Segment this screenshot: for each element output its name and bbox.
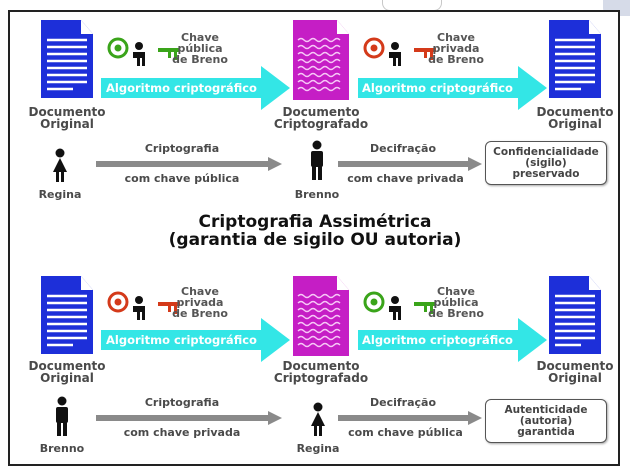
encrypted-document-icon xyxy=(293,20,349,100)
public-key-label: Chave pública de Breno xyxy=(428,285,484,320)
result-text: Confidencialidade (sigilo) preservado xyxy=(493,145,599,180)
encryption-arrow xyxy=(96,157,282,171)
diagram-title: Criptografia Assimétrica xyxy=(198,212,432,232)
encryption-arrow-bottom-label: com chave privada xyxy=(123,426,241,439)
decryption-arrow-bottom-label: com chave privada xyxy=(347,172,464,185)
result-box: Confidencialidade (sigilo) preservado xyxy=(485,141,607,185)
original-document-icon xyxy=(41,276,93,354)
decrypted-document-label: Documento Original xyxy=(536,359,614,385)
receiver-name: Regina xyxy=(296,442,340,455)
algorithm-label: Algoritmo criptográfico xyxy=(106,333,257,347)
public-key-icon xyxy=(363,291,436,320)
original-document-label: Documento Original xyxy=(28,105,106,131)
decrypted-document-label: Documento Original xyxy=(536,105,614,131)
private-key-icon xyxy=(363,37,436,66)
algorithm-label: Algoritmo criptográfico xyxy=(362,333,513,347)
encryption-arrow-top-label: Criptografia xyxy=(144,396,220,409)
sender-name: Regina xyxy=(38,188,82,201)
public-key-icon xyxy=(107,37,180,66)
decrypted-document-icon xyxy=(549,20,601,98)
algorithm-label: Algoritmo criptográfico xyxy=(106,81,257,95)
encrypted-document-label: Documento Criptografado xyxy=(273,359,369,385)
algorithm-label: Algoritmo criptográfico xyxy=(362,81,513,95)
algorithm-arrow-1 xyxy=(101,66,290,110)
decryption-arrow-top-label: Decifração xyxy=(369,396,437,409)
encryption-arrow xyxy=(96,411,282,425)
female-person-icon xyxy=(311,402,325,436)
encrypted-document-label: Documento Criptografado xyxy=(273,105,369,131)
result-box: Autenticidade (autoria) garantida xyxy=(485,399,607,443)
encryption-arrow-top-label: Criptografia xyxy=(144,142,220,155)
sender-name: Brenno xyxy=(39,442,85,455)
algorithm-arrow-2 xyxy=(358,318,547,362)
original-document-icon xyxy=(41,20,93,98)
decryption-arrow-bottom-label: com chave pública xyxy=(348,426,463,439)
private-key-label: Chave privada de Breno xyxy=(172,285,228,320)
algorithm-arrow-2 xyxy=(358,66,547,110)
male-person-icon xyxy=(311,140,323,180)
diagram-subtitle: (garantia de sigilo OU autoria) xyxy=(168,230,462,250)
male-person-icon xyxy=(56,396,68,436)
algorithm-arrow-1 xyxy=(101,318,290,362)
encrypted-document-icon xyxy=(293,276,349,356)
decrypted-document-icon xyxy=(549,276,601,354)
female-person-icon xyxy=(53,148,67,182)
decryption-arrow-top-label: Decifração xyxy=(369,142,437,155)
receiver-name: Brenno xyxy=(294,188,340,201)
result-text: Autenticidade (autoria) garantida xyxy=(504,403,588,438)
encryption-arrow-bottom-label: com chave pública xyxy=(124,172,240,185)
original-document-label: Documento Original xyxy=(28,359,106,385)
private-key-label: Chave privada de Breno xyxy=(428,31,484,66)
decryption-arrow xyxy=(338,157,482,171)
decryption-arrow xyxy=(338,411,482,425)
public-key-label: Chave pública de Breno xyxy=(172,31,228,66)
private-key-icon xyxy=(107,291,180,320)
